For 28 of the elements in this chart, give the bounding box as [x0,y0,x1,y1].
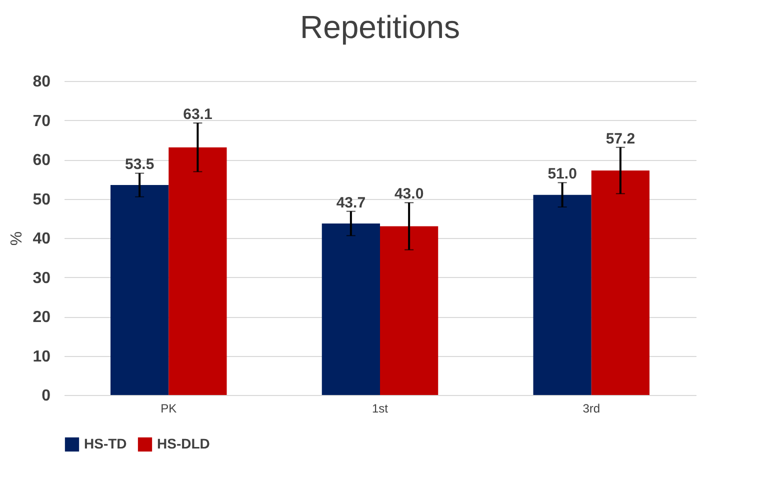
y-tick-label: 10 [32,348,51,366]
bar [110,185,169,395]
y-tick-label: 60 [32,152,51,169]
x-tick-label: 3rd [582,402,600,416]
x-tick-label: 1st [372,402,389,416]
data-label: 51.0 [548,166,577,183]
legend-label: HS-DLD [157,435,210,452]
x-tick-label: PK [160,402,177,416]
y-tick-label: 30 [32,270,51,287]
y-tick-label: 50 [32,191,51,208]
data-label: 63.1 [183,106,212,123]
y-tick-label: 80 [32,74,51,90]
y-tick-label: 0 [42,388,51,404]
data-label: 43.7 [336,194,366,212]
y-tick-label: 20 [32,309,51,326]
data-label: 53.5 [124,156,154,174]
bar [533,194,592,395]
y-tick-label: 70 [32,112,51,130]
chart-title: Repetitions [300,9,460,45]
bar [168,147,227,395]
bar [380,226,438,395]
legend-label: HS-TD [84,435,127,452]
data-label: 57.2 [606,130,636,148]
bar [591,170,650,395]
y-axis-title: % [8,231,26,246]
bar [322,223,380,395]
y-tick-label: 40 [32,230,51,248]
data-label: 43.0 [394,186,424,203]
